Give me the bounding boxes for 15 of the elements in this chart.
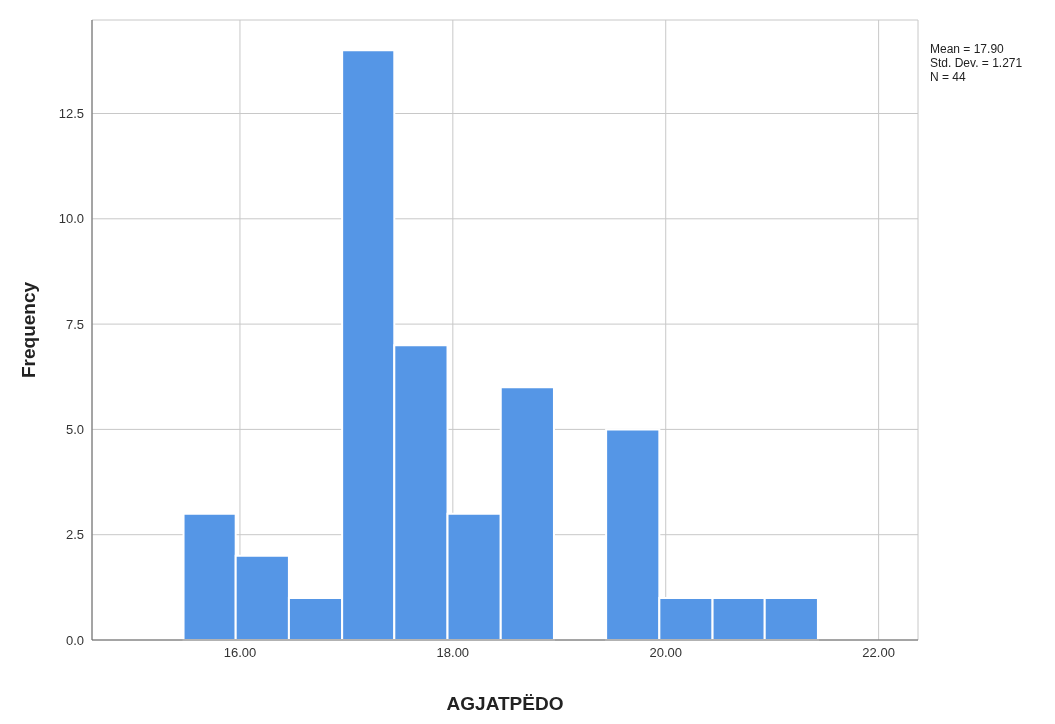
x-tick-label: 18.00 bbox=[436, 645, 470, 661]
x-tick-label: 20.00 bbox=[649, 645, 682, 661]
y-tick-label: 12.5 bbox=[58, 106, 84, 122]
x-tick-label: 16.00 bbox=[223, 645, 257, 661]
y-tick-label: 5.0 bbox=[65, 422, 84, 438]
text: N = 44 bbox=[930, 70, 967, 84]
x-tick-label: 22.00 bbox=[862, 645, 895, 661]
y-tick-label: 7.5 bbox=[65, 316, 84, 332]
text: Mean = 17.90 bbox=[930, 42, 1005, 56]
text: Std. Dev. = 1.271 bbox=[930, 56, 1023, 70]
y-tick-label: 0.0 bbox=[65, 632, 84, 648]
y-tick-label: 10.0 bbox=[58, 211, 84, 227]
x-axis-title: AGJATPËDO bbox=[446, 693, 564, 714]
y-tick-label: 2.5 bbox=[65, 527, 84, 543]
y-axis-title: Frequency bbox=[17, 281, 39, 379]
